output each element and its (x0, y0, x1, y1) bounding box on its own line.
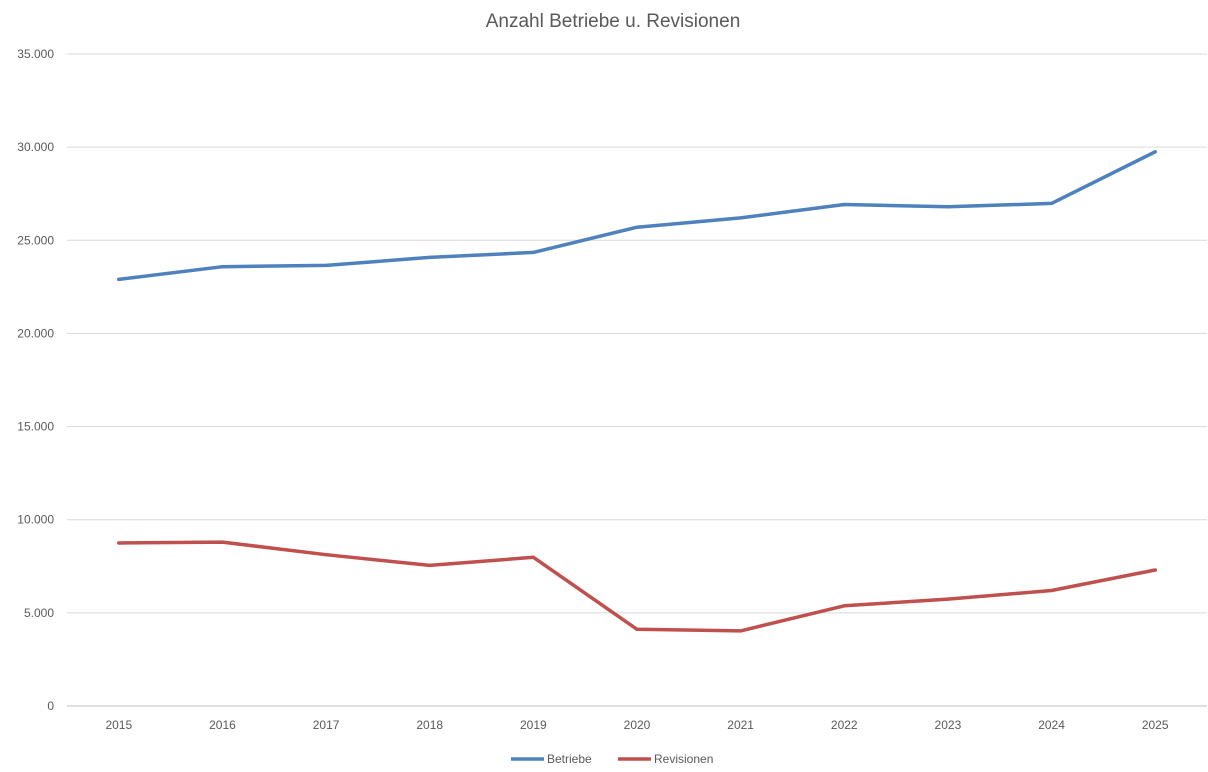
data-point-revisionen (739, 629, 743, 633)
x-tick-label: 2020 (624, 718, 651, 732)
x-tick-label: 2024 (1038, 718, 1065, 732)
data-point-betriebe (1153, 150, 1157, 154)
data-point-revisionen (117, 541, 121, 545)
data-point-revisionen (324, 553, 328, 557)
x-tick-label: 2018 (416, 718, 443, 732)
data-point-betriebe (946, 205, 950, 209)
x-tick-label: 2023 (935, 718, 962, 732)
x-tick-label: 2019 (520, 718, 547, 732)
data-point-revisionen (842, 604, 846, 608)
legend-label-revisionen: Revisionen (654, 752, 713, 766)
chart-title: Anzahl Betriebe u. Revisionen (486, 11, 741, 32)
data-point-revisionen (220, 540, 225, 544)
data-point-revisionen (946, 597, 950, 601)
data-point-betriebe (531, 250, 535, 254)
x-tick-label: 2021 (727, 718, 754, 732)
y-tick-label: 20.000 (17, 326, 54, 340)
data-point-betriebe (428, 255, 432, 260)
data-point-betriebe (324, 263, 328, 268)
y-tick-label: 35.000 (17, 47, 54, 61)
data-point-revisionen (428, 563, 432, 567)
y-tick-label: 10.000 (17, 513, 54, 527)
y-axis-ticks: 0 5.000 10.000 15.000 20.000 25.000 30.000 35.0… (17, 47, 54, 713)
x-tick-label: 2025 (1142, 718, 1169, 732)
y-tick-label: 0 (47, 699, 54, 713)
x-tick-label: 2016 (209, 718, 236, 732)
x-axis-ticks: 2015 2016 2017 2018 2019 2020 2021 2022 2023 2024… (105, 718, 1168, 732)
x-tick-label: 2022 (831, 718, 858, 732)
legend: Betriebe Revisionen (511, 752, 713, 766)
data-point-betriebe (635, 225, 639, 229)
y-tick-label: 30.000 (17, 140, 54, 154)
series-lines (117, 150, 1157, 633)
data-point-betriebe (842, 202, 846, 207)
y-tick-label: 5.000 (24, 606, 54, 620)
y-tick-label: 25.000 (17, 233, 54, 247)
data-point-revisionen (531, 555, 535, 559)
data-point-betriebe (220, 265, 225, 269)
data-point-betriebe (117, 277, 121, 282)
series-line-betriebe (117, 150, 1157, 282)
x-tick-label: 2015 (105, 718, 132, 732)
gridlines (67, 53, 1207, 707)
y-tick-label: 15.000 (17, 420, 54, 434)
data-point-betriebe (1049, 201, 1054, 206)
x-tick-label: 2017 (313, 718, 340, 732)
legend-label-betriebe: Betriebe (547, 752, 592, 766)
data-point-revisionen (635, 627, 639, 631)
data-point-revisionen (1049, 588, 1054, 593)
data-point-revisionen (1153, 568, 1157, 572)
series-line-revisionen (117, 540, 1157, 633)
data-point-betriebe (739, 216, 743, 220)
